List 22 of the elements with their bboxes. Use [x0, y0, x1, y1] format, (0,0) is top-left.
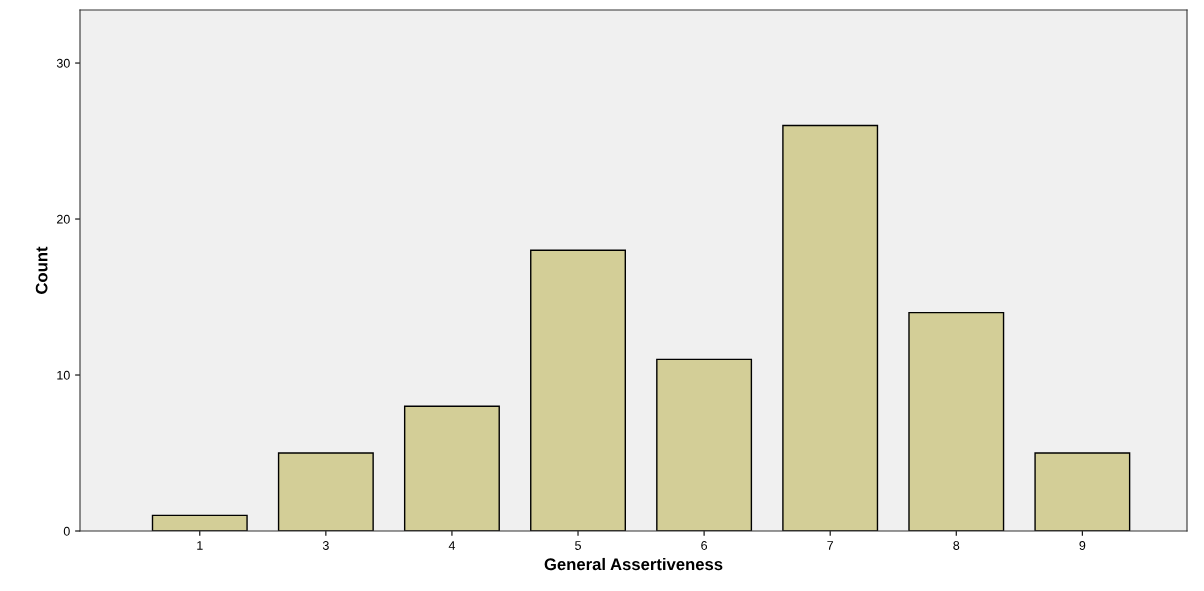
bar — [151, 514, 248, 531]
y-tick-label: 10 — [57, 370, 70, 380]
y-tick-label: 0 — [63, 526, 70, 536]
bar — [1034, 452, 1131, 531]
x-tick-label: 4 — [448, 541, 456, 550]
y-tick-label: 30 — [56, 58, 70, 68]
bar — [782, 124, 879, 531]
x-axis-title: General Assertiveness — [544, 557, 723, 571]
bar — [530, 249, 626, 531]
x-tick-label: 1 — [197, 541, 203, 550]
bar — [277, 452, 374, 531]
bar — [403, 405, 500, 531]
x-tick-label: 3 — [322, 541, 329, 550]
x-tick-label: 5 — [575, 541, 581, 550]
x-tick-label: 7 — [827, 541, 834, 550]
x-tick-label: 9 — [1079, 541, 1086, 550]
y-axis-title: Count — [35, 246, 48, 294]
x-tick-label: 6 — [701, 541, 708, 550]
y-tick-label: 20 — [57, 214, 70, 224]
bar — [656, 358, 753, 531]
bar — [908, 311, 1005, 531]
x-tick-label: 8 — [953, 541, 960, 550]
